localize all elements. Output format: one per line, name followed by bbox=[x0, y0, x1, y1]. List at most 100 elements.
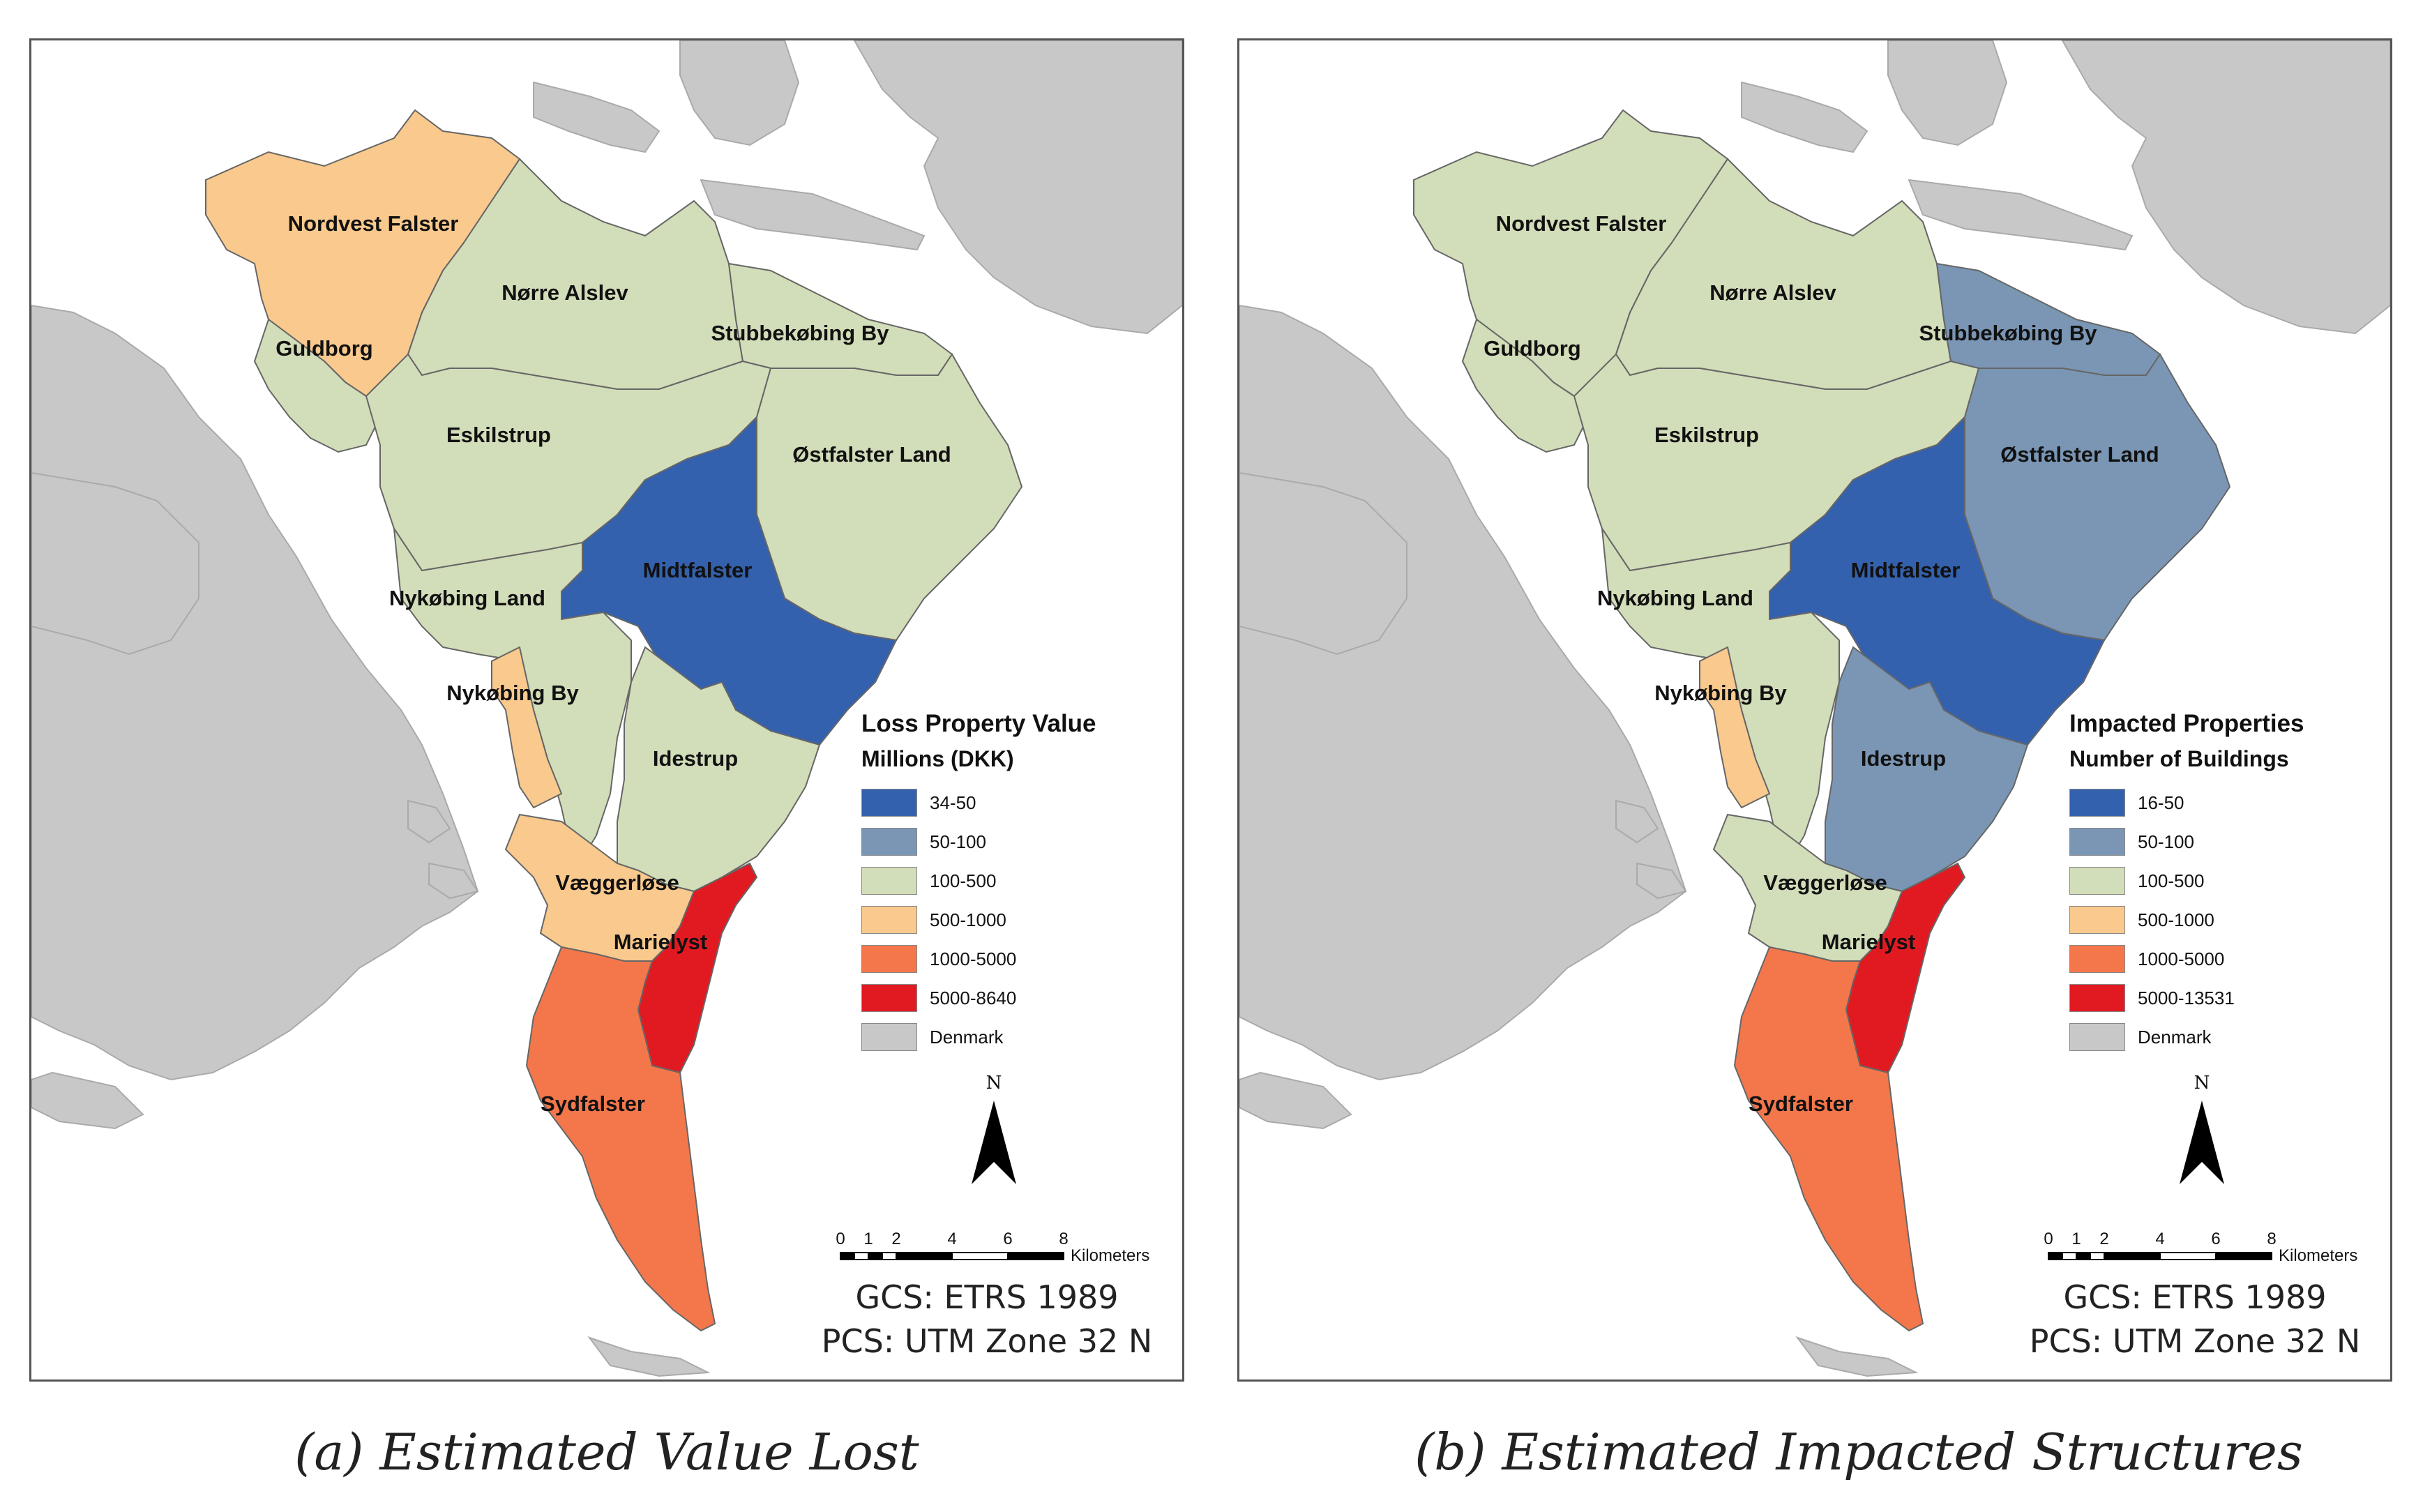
scale-bar-tick: 6 bbox=[1003, 1230, 1012, 1248]
region-label-midtfalster: Midtfalster bbox=[1850, 558, 1961, 582]
region-label-vggerlse: Væggerløse bbox=[1763, 870, 1887, 895]
legend-b: Impacted Properties Number of Buildings … bbox=[2069, 710, 2304, 1057]
legend-subtitle: Number of Buildings bbox=[2069, 746, 2289, 771]
scale-bar-segment bbox=[951, 1252, 1009, 1260]
scale-bar-segment bbox=[882, 1252, 897, 1260]
region-label-idestrup: Idestrup bbox=[1860, 746, 1947, 771]
legend-swatch bbox=[2069, 828, 2125, 856]
legend-swatch bbox=[2069, 945, 2125, 973]
region-idestrup bbox=[1825, 646, 2029, 893]
scale-bar-segment bbox=[2215, 1252, 2272, 1260]
scale-bar-unit: Kilometers bbox=[1071, 1246, 1149, 1265]
denmark-landmass bbox=[1908, 179, 2134, 251]
scale-bar-unit: Kilometers bbox=[2279, 1246, 2357, 1265]
scale-bar-tick: 4 bbox=[947, 1230, 956, 1248]
denmark-landmass bbox=[700, 179, 926, 251]
region-label-nykbing-by: Nykøbing By bbox=[1654, 681, 1787, 705]
legend-label: 50-100 bbox=[930, 831, 986, 852]
legend-item: 5000-13531 bbox=[2069, 978, 2304, 1018]
region-label-midtfalster: Midtfalster bbox=[642, 558, 753, 582]
denmark-landmass bbox=[1239, 471, 1407, 656]
denmark-landmass bbox=[1887, 40, 2008, 146]
legend-label: 100-500 bbox=[2138, 870, 2205, 891]
region-label-vggerlse: Væggerløse bbox=[555, 870, 679, 895]
denmark-landmass bbox=[31, 471, 199, 656]
legend-label: 500-1000 bbox=[2138, 909, 2214, 930]
region-label-nykbing-land: Nykøbing Land bbox=[389, 586, 545, 610]
legend-swatch bbox=[2069, 984, 2125, 1012]
denmark-landmass bbox=[407, 799, 451, 844]
region-label-marielyst: Marielyst bbox=[1821, 930, 1916, 954]
scale-bar-segment bbox=[840, 1252, 855, 1260]
scale-bar-segment bbox=[2076, 1252, 2091, 1260]
region-label-nordvest-falster: Nordvest Falster bbox=[287, 211, 459, 236]
scale-bar-segment bbox=[2159, 1252, 2217, 1260]
region-sydfalster bbox=[525, 946, 716, 1332]
region-label-nrre-alslev: Nørre Alslev bbox=[501, 280, 628, 305]
scale-bar-tick: 0 bbox=[2044, 1230, 2053, 1248]
region-nykbing-by bbox=[491, 646, 563, 809]
region-nykbing-land bbox=[1601, 528, 1840, 872]
legend-label: Denmark bbox=[930, 1026, 1004, 1048]
region-label-marielyst: Marielyst bbox=[613, 930, 708, 954]
denmark-landmass bbox=[428, 862, 479, 900]
legend-items: 34-50 50-100 100-500 500-1000 1000-5000 5000-… bbox=[861, 783, 1096, 1057]
legend-item: 16-50 bbox=[2069, 783, 2304, 822]
scale-bar-segment bbox=[1007, 1252, 1064, 1260]
legend-item: 50-100 bbox=[2069, 822, 2304, 861]
denmark-landmass bbox=[679, 40, 800, 146]
legend-swatch bbox=[861, 789, 917, 817]
legend-swatch bbox=[861, 906, 917, 934]
scale-bar-segment bbox=[2104, 1252, 2161, 1260]
legend-label: 100-500 bbox=[930, 870, 997, 891]
region-label-idestrup: Idestrup bbox=[652, 746, 739, 771]
legend-item: 34-50 bbox=[861, 783, 1096, 822]
legend-item: 1000-5000 bbox=[861, 939, 1096, 978]
scale-bar-segment bbox=[854, 1252, 869, 1260]
legend-swatch bbox=[2069, 867, 2125, 895]
region-stubbekbing-by bbox=[1935, 262, 2161, 376]
legend-label: 5000-13531 bbox=[2138, 987, 2235, 1008]
scale-bar-tick: 8 bbox=[1059, 1230, 1068, 1248]
scale-bar-segment bbox=[2062, 1252, 2077, 1260]
scale-bar-tick: 2 bbox=[891, 1230, 900, 1248]
north-letter: N bbox=[2194, 1073, 2210, 1094]
legend-item: 100-500 bbox=[861, 861, 1096, 900]
region-label-nykbing-by: Nykøbing By bbox=[446, 681, 579, 705]
scale-bar-tick: 4 bbox=[2155, 1230, 2164, 1248]
legend-label: 34-50 bbox=[930, 792, 976, 813]
legend-swatch bbox=[861, 945, 917, 973]
region-label-stfalster-land: Østfalster Land bbox=[792, 442, 951, 467]
scale-bar-segment bbox=[2048, 1252, 2063, 1260]
crs-pcs: PCS: UTM Zone 32 N bbox=[821, 1322, 1153, 1360]
scale-bar-tick: 2 bbox=[2099, 1230, 2108, 1248]
denmark-landmass bbox=[1636, 862, 1687, 900]
legend-a: Loss Property Value Millions (DKK) 34-50… bbox=[861, 710, 1096, 1057]
legend-title: Loss Property Value bbox=[861, 710, 1096, 737]
legend-item: Denmark bbox=[861, 1018, 1096, 1057]
denmark-landmass bbox=[1795, 1336, 1919, 1377]
denmark-landmass bbox=[1741, 81, 1868, 153]
region-label-eskilstrup: Eskilstrup bbox=[446, 423, 551, 447]
map-panel-b: Nordvest Falster Nørre Alslev Guldborg Stub… bbox=[1237, 38, 2392, 1382]
region-stubbekbing-by bbox=[727, 262, 953, 376]
denmark-landmass bbox=[1615, 799, 1659, 844]
legend-label: Denmark bbox=[2138, 1026, 2212, 1048]
legend-label: 5000-8640 bbox=[930, 987, 1017, 1008]
legend-item: 500-1000 bbox=[861, 900, 1096, 939]
denmark-landmass bbox=[533, 81, 660, 153]
region-guldborg bbox=[1461, 318, 1590, 453]
legend-subtitle: Millions (DKK) bbox=[861, 746, 1014, 771]
legend-swatch bbox=[2069, 789, 2125, 817]
denmark-landmass bbox=[853, 40, 1182, 335]
map-canvas-a bbox=[31, 40, 1182, 1377]
scale-bar: 0 1 2 4 6 8 Kilometers bbox=[2041, 1226, 2376, 1268]
scale-bar-tick: 8 bbox=[2267, 1230, 2276, 1248]
legend-label: 50-100 bbox=[2138, 831, 2194, 852]
caption-a: (a) Estimated Value Lost bbox=[294, 1423, 919, 1481]
region-stfalster-land bbox=[1964, 353, 2231, 642]
north-arrow: N bbox=[2174, 1073, 2230, 1205]
region-label-guldborg: Guldborg bbox=[275, 336, 373, 361]
scale-bar-segment bbox=[2090, 1252, 2105, 1260]
legend-items: 16-50 50-100 100-500 500-1000 1000-5000 5000-… bbox=[2069, 783, 2304, 1057]
